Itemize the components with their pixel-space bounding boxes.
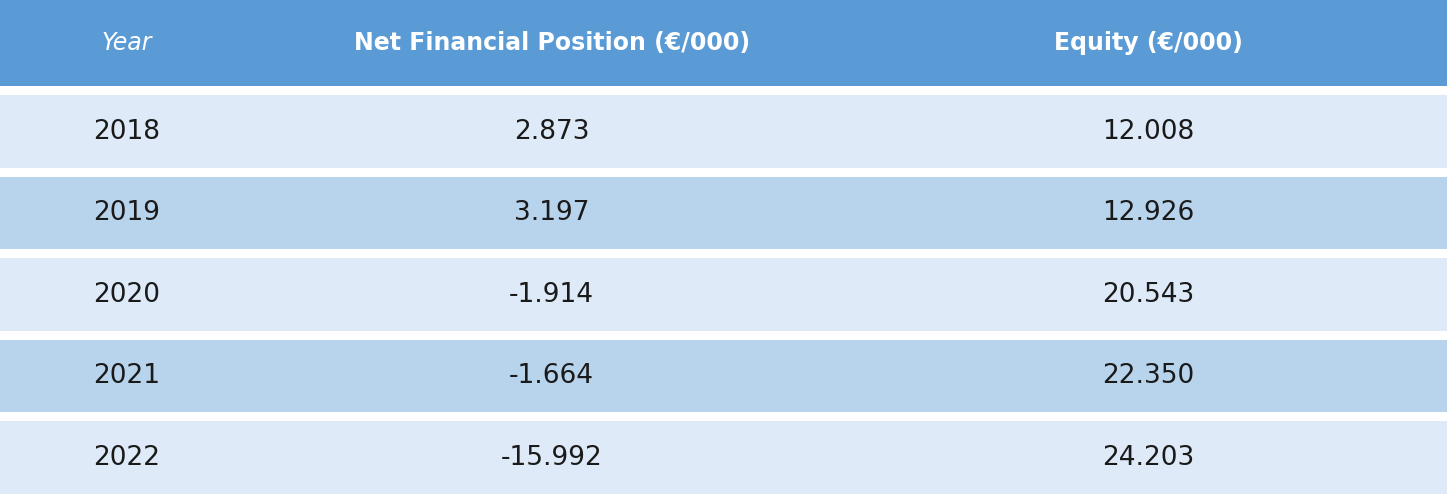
Text: -1.664: -1.664	[509, 363, 595, 389]
Bar	[253, 0, 849, 86]
Bar	[849, 258, 1447, 331]
Bar	[0, 340, 253, 412]
Bar	[0, 95, 253, 168]
Bar	[0, 258, 253, 331]
Text: Year: Year	[101, 31, 152, 55]
Bar	[849, 0, 1447, 86]
Bar	[253, 421, 849, 494]
Text: 12.008: 12.008	[1103, 119, 1195, 145]
Text: 22.350: 22.350	[1103, 363, 1195, 389]
Bar	[0, 421, 253, 494]
Bar	[253, 177, 849, 249]
Bar	[0, 0, 253, 86]
Text: -15.992: -15.992	[501, 445, 602, 471]
Text: 2020: 2020	[93, 282, 161, 308]
Text: 2019: 2019	[93, 200, 161, 226]
Bar	[849, 95, 1447, 168]
Bar	[0, 177, 253, 249]
Text: 20.543: 20.543	[1103, 282, 1195, 308]
Bar	[849, 177, 1447, 249]
Bar	[849, 421, 1447, 494]
Text: 2022: 2022	[93, 445, 161, 471]
Text: 12.926: 12.926	[1103, 200, 1195, 226]
Text: -1.914: -1.914	[509, 282, 595, 308]
Text: 2021: 2021	[93, 363, 161, 389]
Bar	[253, 258, 849, 331]
Text: 24.203: 24.203	[1103, 445, 1195, 471]
Text: 2018: 2018	[93, 119, 161, 145]
Text: 2.873: 2.873	[514, 119, 589, 145]
Text: Equity (€/000): Equity (€/000)	[1053, 31, 1243, 55]
Bar	[253, 340, 849, 412]
Bar	[253, 95, 849, 168]
Text: Net Financial Position (€/000): Net Financial Position (€/000)	[353, 31, 750, 55]
Bar	[849, 340, 1447, 412]
Text: 3.197: 3.197	[514, 200, 589, 226]
